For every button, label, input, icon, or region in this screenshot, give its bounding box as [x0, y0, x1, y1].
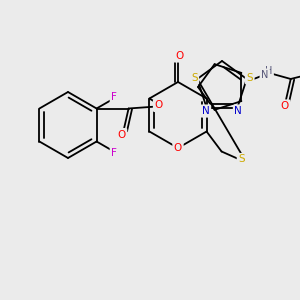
Text: F: F: [111, 148, 117, 158]
Text: N: N: [234, 106, 242, 116]
Text: N: N: [261, 70, 268, 80]
Text: S: S: [191, 73, 198, 83]
Text: S: S: [246, 73, 253, 83]
Text: O: O: [280, 101, 289, 111]
Text: O: O: [154, 100, 163, 110]
Text: O: O: [118, 130, 126, 140]
Text: S: S: [238, 154, 245, 164]
Text: F: F: [111, 92, 117, 103]
Text: O: O: [175, 51, 183, 61]
Text: H: H: [265, 66, 272, 76]
Text: N: N: [202, 106, 210, 116]
Text: O: O: [174, 143, 182, 153]
